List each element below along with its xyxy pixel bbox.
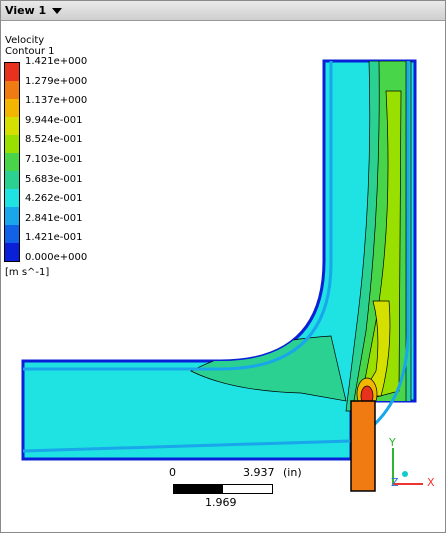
legend-swatch (5, 243, 19, 261)
scale-bar: 0 3.937 (in) 1.969 (161, 466, 321, 516)
contour-band-high (360, 90, 402, 402)
legend-title: Velocity Contour 1 (5, 35, 54, 57)
view-label: View 1 (5, 4, 47, 17)
scale-mid: 1.969 (205, 496, 237, 509)
legend-variable: Velocity (5, 35, 45, 46)
legend-level-label: 0.000e+000 (25, 251, 88, 263)
legend-level-label: 7.103e-001 (25, 153, 83, 165)
z-axis-label: Z (391, 476, 399, 489)
z-axis-dot (402, 471, 408, 477)
legend-level-label: 2.841e-001 (25, 212, 83, 224)
legend-swatch (5, 99, 19, 117)
legend-swatch (5, 117, 19, 135)
view-selector[interactable]: View 1 (5, 3, 63, 18)
pipe-inner-wall (23, 61, 333, 371)
legend-swatch (5, 81, 19, 99)
x-axis-label: X (427, 476, 435, 489)
scale-bar-graphic (173, 484, 273, 494)
legend-level-label: 5.683e-001 (25, 173, 83, 185)
legend-swatch (5, 63, 19, 81)
legend-level-label: 8.524e-001 (25, 134, 83, 146)
legend-swatch (5, 225, 19, 243)
scale-left: 0 (169, 466, 176, 479)
dropdown-arrow-icon[interactable] (52, 7, 63, 14)
legend-swatch (5, 171, 19, 189)
legend-swatch (5, 153, 19, 171)
legend-swatch (5, 189, 19, 207)
legend-swatch (5, 135, 19, 153)
legend-level-label: 1.421e-001 (25, 232, 83, 244)
legend-level-label: 1.421e+000 (25, 56, 88, 67)
inlet-pipe (350, 400, 376, 492)
contour-band-peak (360, 300, 391, 397)
legend-colorbar (4, 62, 20, 262)
legend-level-label: 9.944e-001 (25, 114, 83, 126)
legend-swatch (5, 207, 19, 225)
legend-level-label: 1.279e+000 (25, 75, 88, 87)
axis-triad: Y X Z (383, 436, 443, 496)
legend-units: [m s^-1] (5, 267, 50, 278)
legend-level-label: 1.137e+000 (25, 95, 88, 107)
y-axis-label: Y (389, 436, 396, 449)
scale-right: 3.937 (243, 466, 275, 479)
legend-level-label: 4.262e-001 (25, 193, 83, 205)
legend-labels: 1.421e+000 1.279e+000 1.137e+000 9.944e-001… (25, 56, 87, 272)
view-titlebar: View 1 (1, 1, 445, 21)
legend-contour-name: Contour 1 (5, 46, 55, 57)
scale-unit: (in) (283, 466, 302, 479)
